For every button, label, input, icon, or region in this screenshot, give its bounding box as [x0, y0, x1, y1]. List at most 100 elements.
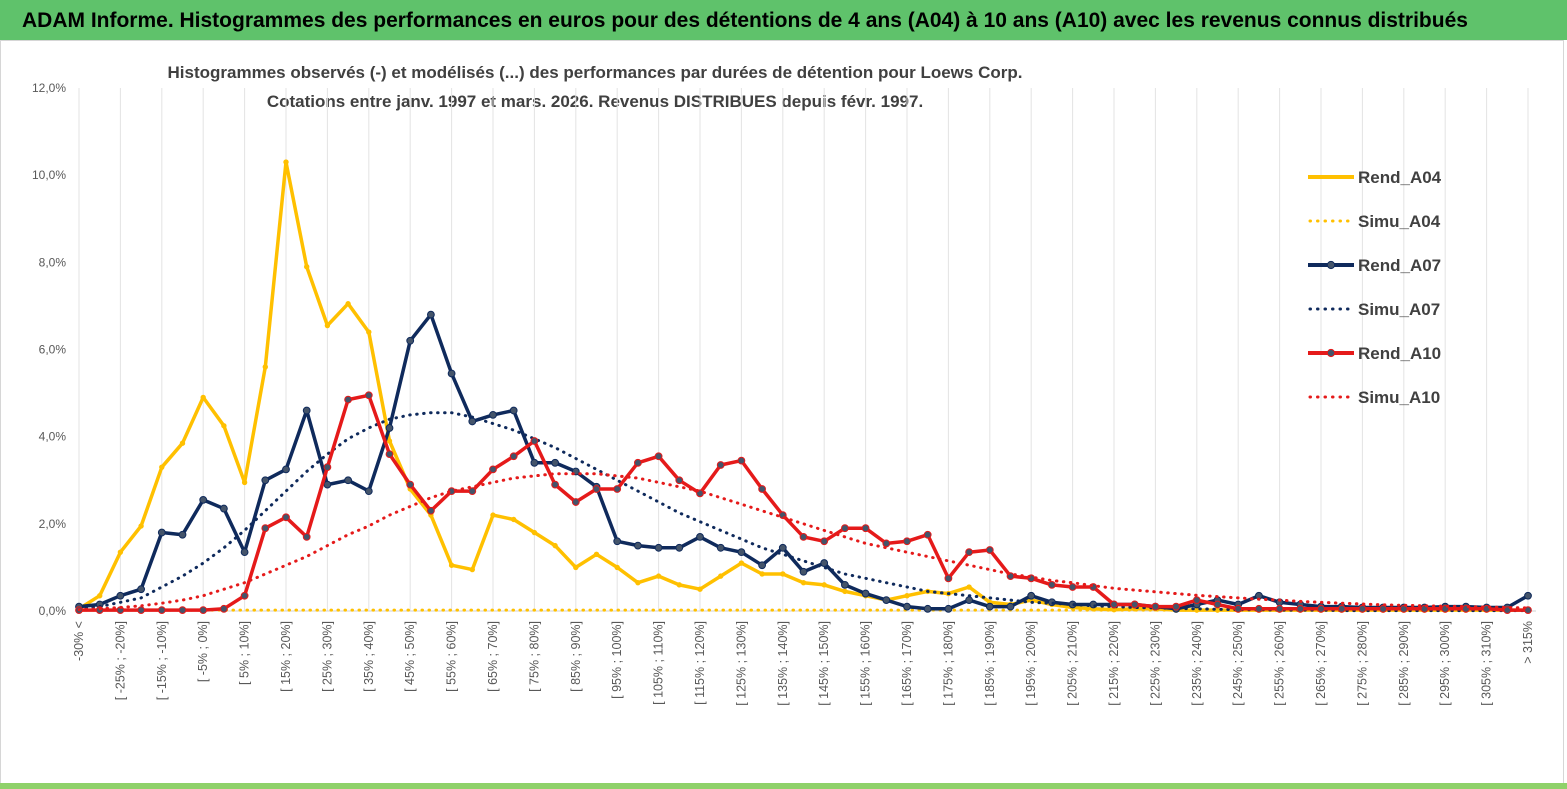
x-tick-label: [ 255% ; 260%] [1273, 621, 1287, 706]
y-tick-label: 10,0% [32, 168, 66, 182]
data-point-rend-a10 [1048, 580, 1056, 589]
data-point-rend-a10 [944, 574, 953, 583]
data-point-rend-a07 [944, 604, 953, 613]
legend-label-simu-a10: Simu_A10 [1358, 388, 1440, 407]
data-point-rend-a07 [427, 310, 435, 319]
data-point-rend-a10 [1524, 606, 1532, 615]
y-tick-label: 6,0% [39, 343, 67, 357]
data-point-rend-a10 [344, 395, 353, 404]
data-point-rend-a04 [738, 560, 745, 566]
x-tick-label: [ 295% ; 300%] [1438, 621, 1452, 706]
series-line-simu-a10 [77, 472, 1530, 612]
data-point-rend-a07 [323, 480, 332, 489]
legend-marker-rend-a07 [1326, 260, 1336, 270]
data-point-rend-a07 [447, 369, 456, 378]
data-point-rend-a10 [882, 539, 891, 548]
data-point-rend-a04 [138, 523, 144, 529]
data-point-rend-a10 [841, 524, 849, 533]
data-point-rend-a10 [820, 537, 829, 546]
data-point-rend-a04 [117, 549, 124, 555]
data-point-rend-a10 [157, 606, 166, 615]
x-tick-label: [ 195% ; 200%] [1024, 621, 1038, 706]
data-point-rend-a07 [1027, 591, 1036, 600]
data-point-rend-a10 [509, 452, 518, 461]
data-point-rend-a10 [1275, 604, 1284, 613]
data-point-rend-a07 [903, 602, 911, 611]
data-point-rend-a10 [199, 606, 208, 615]
data-point-rend-a04 [552, 542, 558, 549]
data-point-rend-a07 [364, 487, 373, 496]
data-point-rend-a07 [985, 602, 994, 611]
data-point-rend-a04 [221, 423, 227, 429]
data-point-rend-a07 [344, 476, 353, 485]
x-tick-label: [ 85% ; 90%] [569, 621, 583, 692]
data-point-rend-a07 [882, 596, 891, 605]
data-point-rend-a10 [758, 485, 766, 493]
data-point-rend-a10 [613, 485, 622, 493]
data-point-rend-a04 [718, 573, 724, 579]
data-point-rend-a10 [1317, 604, 1325, 613]
y-tick-label: 12,0% [32, 81, 66, 95]
series-line-rend-a04 [78, 160, 1528, 612]
data-point-rend-a10 [1337, 604, 1346, 613]
y-tick-label: 4,0% [39, 430, 67, 444]
data-point-rend-a04 [635, 579, 641, 586]
data-point-rend-a10 [1358, 604, 1367, 613]
data-point-rend-a07 [261, 476, 270, 485]
data-point-rend-a07 [282, 465, 290, 474]
bottom-strip [0, 783, 1567, 789]
data-point-rend-a04 [780, 571, 786, 577]
x-tick-label: [ 45% ; 50%] [403, 621, 417, 692]
data-point-rend-a04 [469, 566, 475, 573]
x-tick-label: [ 145% ; 150%] [817, 621, 831, 706]
data-point-rend-a10 [654, 452, 663, 461]
series-lines [75, 159, 1532, 615]
data-point-rend-a10 [675, 476, 684, 485]
data-point-rend-a07 [841, 580, 849, 589]
grid-lines [78, 88, 1536, 612]
data-point-rend-a07 [157, 528, 166, 537]
data-point-rend-a07 [923, 604, 932, 613]
x-tick-label: [ 155% ; 160%] [859, 621, 873, 706]
x-tick-label: [ 225% ; 230%] [1148, 621, 1162, 706]
series-line-rend-a07 [78, 312, 1529, 611]
x-tick-label: [ 275% ; 280%] [1355, 621, 1369, 706]
x-tick-label: -30% < [72, 621, 86, 661]
x-tick-label: [ 285% ; 290%] [1397, 621, 1411, 706]
x-tick-label: > 315% [1521, 621, 1535, 664]
data-point-rend-a04 [179, 440, 186, 446]
x-tick-label: [ 245% ; 250%] [1231, 621, 1245, 706]
y-tick-label: 8,0% [39, 255, 67, 269]
data-point-rend-a10 [178, 606, 187, 615]
x-tick-label: [ 235% ; 240%] [1190, 621, 1204, 706]
data-point-rend-a07 [137, 585, 146, 594]
x-tick-label: [ 35% ; 40%] [362, 621, 376, 692]
data-point-rend-a10 [406, 480, 415, 489]
data-point-rend-a10 [240, 591, 249, 600]
y-tick-label: 0,0% [39, 604, 67, 618]
data-point-rend-a04 [159, 464, 165, 470]
data-point-rend-a04 [676, 582, 682, 588]
x-tick-label: [ 25% ; 30%] [320, 621, 334, 692]
data-point-rend-a04 [304, 263, 310, 270]
data-point-rend-a07 [696, 533, 704, 541]
data-point-rend-a07 [468, 417, 477, 426]
data-point-rend-a10 [1192, 596, 1201, 605]
data-point-rend-a04 [573, 564, 579, 571]
data-point-rend-a10 [1172, 602, 1180, 611]
data-point-rend-a10 [1234, 604, 1243, 613]
x-tick-label: [ 95% ; 100%] [610, 621, 624, 699]
data-point-rend-a04 [97, 593, 103, 599]
x-tick-label: [ 75% ; 80%] [527, 621, 541, 692]
data-point-rend-a04 [241, 479, 248, 486]
data-point-rend-a07 [530, 458, 539, 467]
data-point-rend-a07 [634, 541, 642, 550]
data-point-rend-a04 [614, 564, 620, 571]
legend-marker-rend-a10 [1326, 348, 1336, 358]
data-point-rend-a07 [758, 561, 766, 570]
x-tick-label: [ 265% ; 270%] [1314, 621, 1328, 706]
data-point-rend-a10 [489, 465, 497, 474]
data-point-rend-a04 [800, 579, 807, 586]
data-point-rend-a10 [302, 533, 311, 541]
